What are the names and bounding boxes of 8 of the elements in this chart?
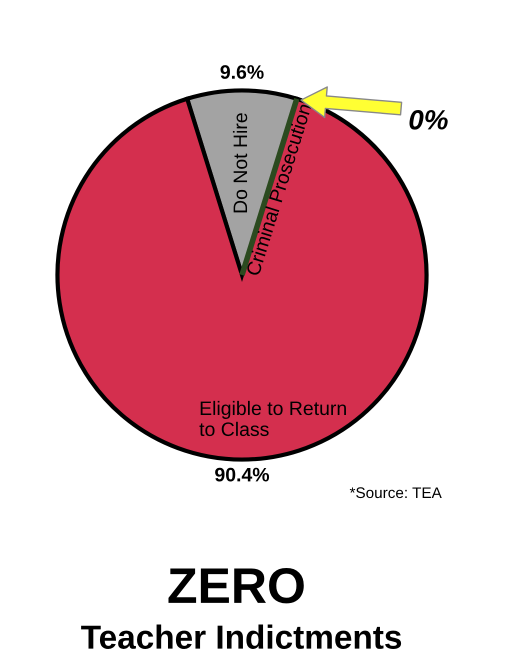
text: ZERO xyxy=(168,568,304,604)
slice-label: Do Not Hire xyxy=(232,113,248,212)
slice-label: Eligible to Return to Class xyxy=(199,400,346,436)
data-label: 9.6% xyxy=(220,65,264,79)
text: *Source: TEA xyxy=(350,487,442,498)
text: 0% xyxy=(409,110,448,130)
data-label: 90.4% xyxy=(215,468,270,482)
text: Teacher Indictments xyxy=(81,624,402,649)
